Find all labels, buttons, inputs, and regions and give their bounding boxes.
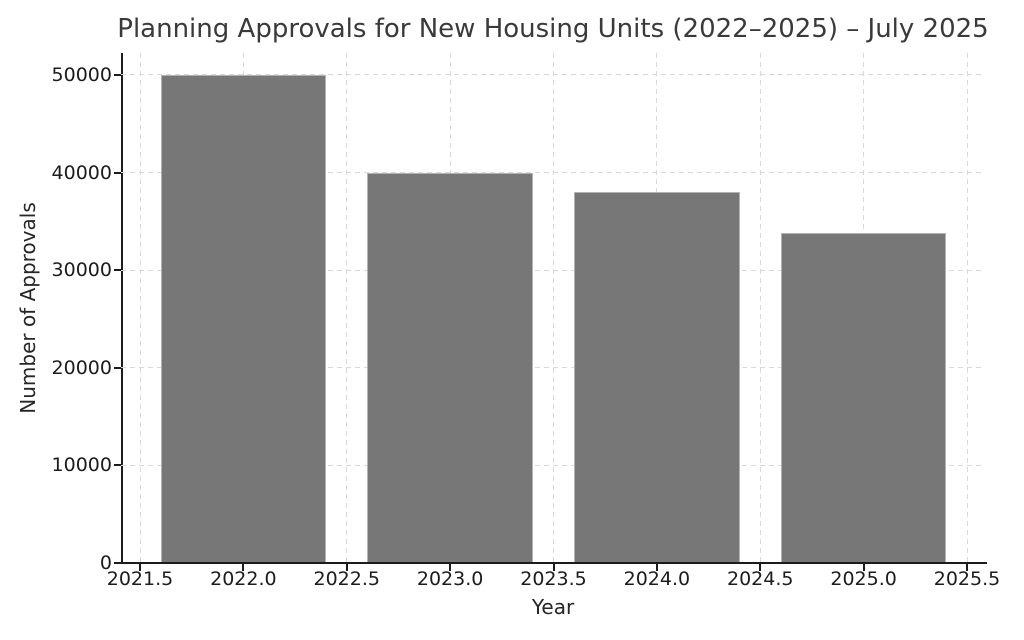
vertical-gridline	[966, 53, 968, 563]
x-tick-label: 2022.0	[210, 568, 277, 590]
bar-2024	[574, 192, 740, 562]
y-tick-mark	[114, 562, 121, 564]
x-tick-label: 2025.5	[933, 568, 1001, 590]
vertical-gridline	[759, 53, 761, 563]
bar-2022	[160, 74, 327, 562]
y-axis-label: Number of Approvals	[16, 202, 40, 414]
y-axis-spine	[121, 53, 123, 564]
x-tick-mark	[966, 564, 968, 571]
y-tick-label: 0	[99, 552, 112, 574]
y-tick-mark	[114, 366, 121, 369]
y-tick-mark	[114, 73, 121, 76]
x-tick-label: 2024.5	[727, 568, 794, 590]
x-tick-mark	[552, 564, 555, 571]
x-tick-mark	[759, 564, 762, 571]
y-tick-mark	[114, 464, 121, 467]
x-tick-mark	[139, 564, 141, 571]
x-tick-label: 2025.0	[830, 568, 897, 590]
x-tick-mark	[242, 564, 245, 571]
horizontal-gridline	[121, 464, 985, 466]
x-axis-label: Year	[531, 595, 575, 619]
x-tick-label: 2023.5	[520, 568, 587, 590]
x-tick-mark	[345, 564, 348, 571]
x-tick-mark	[862, 564, 865, 571]
y-tick-label: 30000	[51, 259, 112, 282]
y-tick-mark	[114, 171, 121, 174]
vertical-gridline	[139, 53, 141, 563]
chart-title: Planning Approvals for New Housing Units…	[117, 14, 989, 44]
x-tick-label: 2022.5	[313, 568, 380, 590]
vertical-gridline	[553, 53, 554, 563]
y-tick-label: 10000	[51, 454, 112, 477]
bar-2023	[367, 172, 533, 562]
x-tick-label: 2023.0	[416, 568, 484, 590]
horizontal-gridline	[121, 172, 985, 174]
vertical-gridline	[346, 53, 348, 563]
x-tick-label: 2024.0	[623, 568, 691, 590]
bar-2025	[780, 233, 947, 562]
y-tick-label: 50000	[51, 63, 112, 86]
x-tick-mark	[449, 564, 452, 571]
horizontal-gridline	[121, 74, 985, 76]
horizontal-gridline	[121, 367, 985, 369]
horizontal-gridline	[121, 269, 985, 271]
y-tick-mark	[114, 269, 121, 272]
x-tick-mark	[655, 564, 658, 571]
y-tick-label: 20000	[51, 356, 112, 379]
plot-area: 2021.5 2022.0 2022.5 2023.0 2023.5 2024.0 2024…	[52, 53, 1000, 590]
x-axis-spine	[121, 562, 987, 564]
y-tick-label: 40000	[51, 161, 112, 184]
x-tick-label: 2021.5	[106, 568, 174, 590]
